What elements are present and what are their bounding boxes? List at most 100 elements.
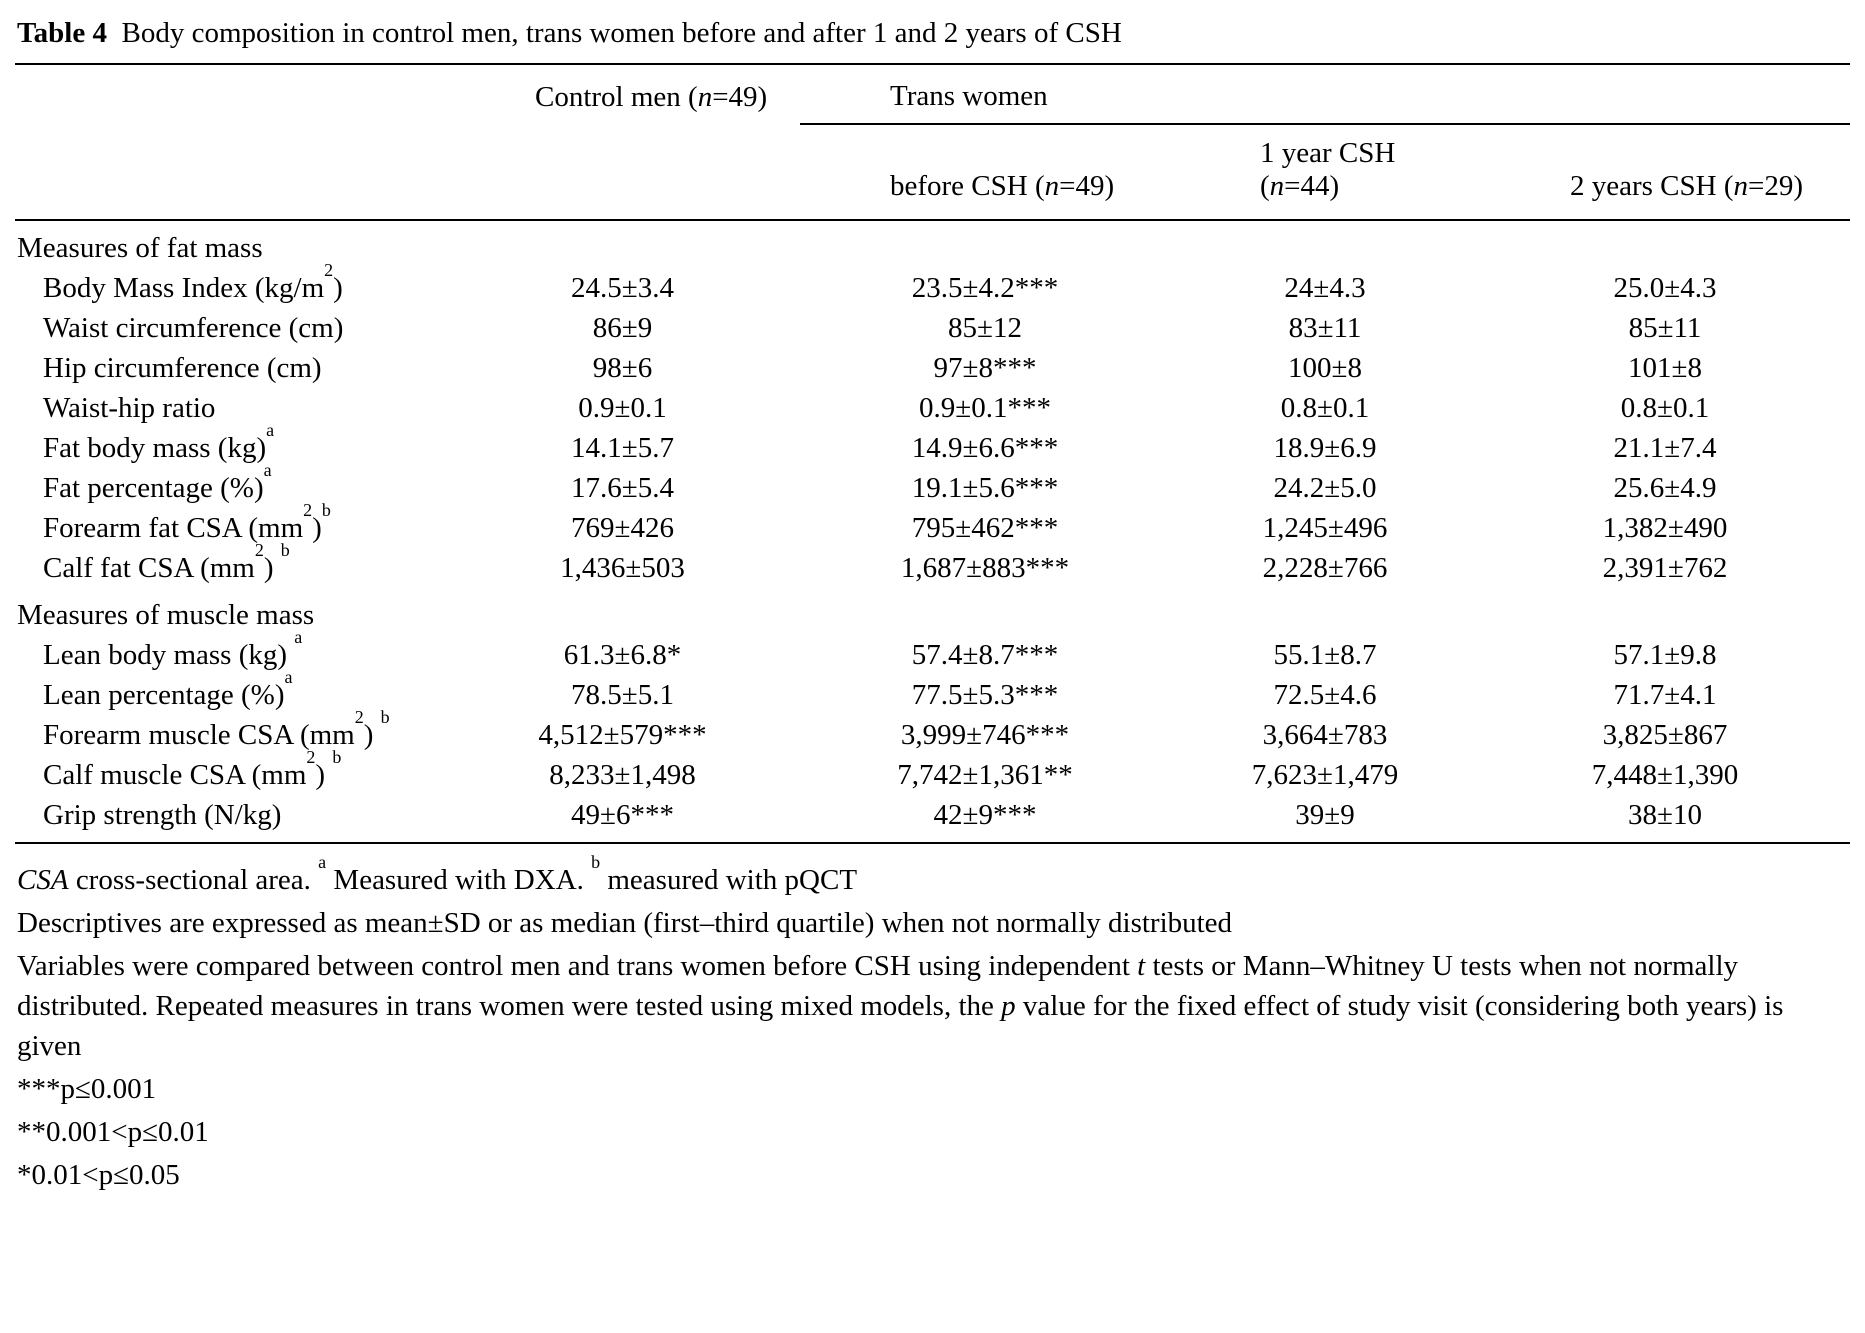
table-row: Calf muscle CSA (mm2) b 8,233±1,498 7,742±…	[15, 747, 1850, 795]
footnote-statistics: Variables were compared between control …	[17, 950, 1784, 1062]
value-cell: 0.9±0.1	[578, 392, 667, 424]
value-cell: 100±8	[1288, 352, 1362, 384]
column-header-control-men: Control men (n=49)	[535, 81, 768, 113]
row-label: Lean body mass (kg) a	[43, 627, 303, 671]
value-cell: 0.8±0.1	[1280, 392, 1370, 424]
value-cell: 85±12	[948, 312, 1022, 344]
value-cell: 24±4.3	[1284, 272, 1366, 304]
value-cell: 25.0±4.3	[1613, 272, 1717, 304]
value-cell: 0.8±0.1	[1620, 392, 1710, 424]
value-cell: 61.3±6.8*	[563, 639, 682, 671]
row-label: Calf muscle CSA (mm2) b	[43, 747, 342, 791]
table-row: Calf fat CSA (mm2) b 1,436±503 1,687±883**…	[15, 540, 1850, 588]
value-cell: 14.9±6.6***	[911, 432, 1059, 464]
column-header-1-year-csh: 1 year CSH (n=44)	[1170, 124, 1480, 221]
group-header-row: Control men (n=49) Trans women	[15, 64, 1850, 125]
value-cell: 19.1±5.6***	[911, 472, 1059, 504]
table-row: Grip strength (N/kg) 49±6*** 42±9*** 39±9 38…	[15, 795, 1850, 844]
table-caption: Table 4 Body composition in control men,…	[17, 17, 1122, 49]
value-cell: 55.1±8.7	[1273, 639, 1377, 671]
value-cell: 1,382±490	[1602, 512, 1728, 544]
value-cell: 7,623±1,479	[1251, 759, 1399, 791]
value-cell: 795±462***	[911, 512, 1059, 544]
footnote-descriptives: Descriptives are expressed as mean±SD or…	[17, 907, 1233, 939]
table-row: Fat percentage (%)a 17.6±5.4 19.1±5.6*** 24…	[15, 460, 1850, 508]
value-cell: 57.4±8.7***	[911, 639, 1059, 671]
value-cell: 7,448±1,390	[1591, 759, 1739, 791]
table-row: Waist-hip ratio 0.9±0.1 0.9±0.1*** 0.8±0.1 0…	[15, 388, 1850, 428]
value-cell: 17.6±5.4	[571, 472, 674, 504]
value-cell: 57.1±9.8	[1613, 639, 1717, 671]
section-label: Measures of fat mass	[17, 232, 263, 264]
value-cell: 8,233±1,498	[549, 759, 696, 791]
table-row: Forearm fat CSA (mm2)b 769±426 795±462*** 1…	[15, 500, 1850, 548]
value-cell: 14.1±5.7	[571, 432, 674, 464]
table-row: Body Mass Index (kg/m2) 24.5±3.4 23.5±4.2*…	[15, 260, 1850, 308]
table-row: Waist circumference (cm) 86±9 85±12 83±11 85…	[15, 308, 1850, 348]
value-cell: 78.5±5.1	[571, 679, 674, 711]
table-row: Hip circumference (cm) 98±6 97±8*** 100±8 10…	[15, 348, 1850, 388]
table-row: Fat body mass (kg)a 14.1±5.7 14.9±6.6*** 18…	[15, 420, 1850, 468]
value-cell: 7,742±1,361**	[897, 759, 1073, 791]
footnote-significance-05: *0.01<p≤0.05	[17, 1159, 180, 1191]
value-cell: 101±8	[1628, 352, 1702, 384]
table-row: Forearm muscle CSA (mm2) b 4,512±579*** 3,…	[15, 707, 1850, 755]
value-cell: 85±11	[1628, 312, 1702, 344]
table-header: Control men (n=49) Trans women before CS…	[15, 64, 1850, 221]
footnote-abbreviations: CSA cross-sectional area. a Measured wit…	[17, 852, 858, 896]
body-composition-table: Control men (n=49) Trans women before CS…	[15, 63, 1850, 844]
value-cell: 18.9±6.9	[1273, 432, 1377, 464]
value-cell: 72.5±4.6	[1273, 679, 1377, 711]
value-cell: 23.5±4.2***	[911, 272, 1059, 304]
footnote-significance-001: ***p≤0.001	[17, 1073, 157, 1105]
table-row: Lean body mass (kg) a 61.3±6.8* 57.4±8.7**…	[15, 627, 1850, 675]
value-cell: 21.1±7.4	[1613, 432, 1717, 464]
value-cell: 98±6	[592, 352, 653, 384]
value-cell: 1,687±883***	[900, 552, 1070, 584]
table-row: Lean percentage (%)a 78.5±5.1 77.5±5.3*** 7…	[15, 667, 1850, 715]
value-cell: 769±426	[571, 512, 674, 544]
row-label: Fat percentage (%)a	[43, 460, 272, 504]
section-header-row: Measures of muscle mass	[15, 588, 1850, 635]
value-cell: 24.2±5.0	[1273, 472, 1377, 504]
value-cell: 42±9***	[800, 795, 1170, 844]
column-group-header-trans-women: Trans women	[800, 64, 1850, 125]
column-header-2-years-csh: 2 years CSH (n=29)	[1480, 124, 1850, 221]
row-label: Lean percentage (%)a	[43, 667, 293, 711]
section-label: Measures of muscle mass	[17, 599, 315, 631]
footnotes: CSA cross-sectional area. a Measured wit…	[15, 844, 1850, 1195]
row-label: Waist circumference (cm)	[43, 312, 344, 344]
empty-cell	[15, 124, 445, 221]
value-cell: 86±9	[592, 312, 653, 344]
value-cell: 77.5±5.3***	[911, 679, 1059, 711]
value-cell: 1,245±496	[1262, 512, 1388, 544]
value-cell: 3,825±867	[1602, 719, 1728, 751]
value-cell: 25.6±4.9	[1613, 472, 1717, 504]
value-cell: 24.5±3.4	[571, 272, 674, 304]
row-label: Grip strength (N/kg)	[15, 795, 445, 844]
value-cell: 39±9	[1170, 795, 1480, 844]
value-cell: 49±6***	[445, 795, 800, 844]
column-header-before-csh: before CSH (n=49)	[800, 124, 1170, 221]
row-label: Calf fat CSA (mm2) b	[43, 540, 290, 584]
row-label: Hip circumference (cm)	[43, 352, 322, 384]
footnote-significance-01: **0.001<p≤0.01	[17, 1116, 209, 1148]
value-cell: 3,664±783	[1262, 719, 1388, 751]
sub-header-row: before CSH (n=49) 1 year CSH (n=44) 2 ye…	[15, 124, 1850, 221]
value-cell: 3,999±746***	[900, 719, 1070, 751]
value-cell: 97±8***	[933, 352, 1037, 384]
row-label: Body Mass Index (kg/m2)	[43, 260, 343, 304]
value-cell: 83±11	[1288, 312, 1362, 344]
value-cell: 1,436±503	[560, 552, 685, 584]
row-label: Forearm muscle CSA (mm2) b	[43, 707, 390, 751]
row-label: Fat body mass (kg)a	[43, 420, 275, 464]
value-cell: 2,228±766	[1262, 552, 1388, 584]
empty-cell	[445, 124, 800, 221]
value-cell: 2,391±762	[1602, 552, 1728, 584]
empty-corner-cell	[15, 64, 445, 124]
value-cell: 71.7±4.1	[1613, 679, 1717, 711]
value-cell: 38±10	[1480, 795, 1850, 844]
row-label: Forearm fat CSA (mm2)b	[43, 500, 331, 544]
value-cell: 4,512±579***	[538, 719, 707, 751]
